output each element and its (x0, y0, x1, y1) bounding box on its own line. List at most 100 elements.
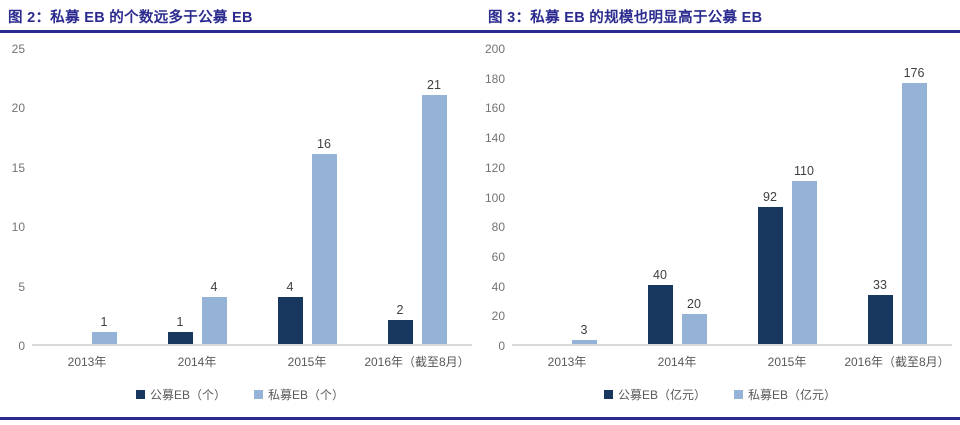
y-tick-label: 20 (491, 309, 505, 324)
y-tick-label: 0 (498, 339, 505, 353)
legend-swatch (734, 390, 743, 399)
bar-group: 92 110 (732, 49, 842, 344)
y-tick-label: 20 (11, 101, 25, 116)
bar-group: 4 16 (252, 49, 362, 344)
data-label: 21 (427, 77, 441, 92)
bar (867, 295, 893, 344)
bar (387, 320, 413, 344)
bar (571, 339, 597, 344)
figure-3-chart: 0 20 40 60 80 100 120 140 160 180 200 3 40 20 92 110 33… (480, 42, 960, 353)
bar-wrapper: 176 (901, 65, 927, 344)
bar (277, 296, 303, 344)
plot-area: 3 40 20 92 110 33 176 (512, 49, 952, 346)
bar (167, 332, 193, 344)
figure-2: 图 2：私募 EB 的个数远多于公募 EB 0 5 10 15 20 25 1 1 4 4 16 2… (0, 0, 480, 403)
data-label: 1 (176, 315, 184, 330)
x-tick-label: 2016年（截至8月） (844, 355, 950, 369)
x-tick-label: 2013年 (67, 355, 107, 369)
data-label: 110 (794, 163, 814, 178)
legend-item: 私募EB（个） (254, 386, 344, 403)
legend-label: 公募EB（个） (149, 388, 226, 402)
figure-3: 图 3：私募 EB 的规模也明显高于公募 EB 0 20 40 60 80 100 120 1… (480, 0, 960, 425)
data-label: 176 (903, 65, 925, 80)
x-tick-label: 2013年 (547, 355, 587, 369)
data-label: 40 (653, 267, 667, 282)
legend-item: 公募EB（亿元） (603, 386, 706, 403)
legend-label: 私募EB（个） (268, 388, 345, 402)
bar-wrapper: 20 (681, 297, 707, 344)
data-label: 4 (210, 279, 218, 294)
bar (311, 153, 337, 344)
bar-wrapper: 40 (647, 267, 673, 344)
bar (791, 180, 817, 344)
y-axis: 0 20 40 60 80 100 120 140 160 180 200 (480, 42, 512, 353)
x-tick-label: 2014年 (657, 355, 697, 369)
data-label: 16 (317, 136, 331, 151)
legend-swatch (135, 390, 145, 399)
x-tick-label: 2016年（截至8月） (364, 355, 470, 369)
data-label: 33 (873, 278, 887, 292)
bar (647, 284, 673, 344)
legend-swatch (254, 390, 263, 399)
legend-label: 私募EB（亿元） (748, 388, 837, 402)
data-label: 2 (396, 303, 404, 318)
bar-wrapper: 1 (91, 315, 117, 344)
data-label: 4 (286, 279, 294, 294)
y-tick-label: 140 (484, 131, 505, 146)
y-tick-label: 40 (491, 279, 505, 294)
bar (901, 82, 927, 344)
y-tick-label: 160 (484, 101, 505, 116)
bar-group: 3 (512, 49, 622, 344)
figure-2-title: 图 2：私募 EB 的个数远多于公募 EB (8, 10, 253, 26)
figure-3-title: 图 3：私募 EB 的规模也明显高于公募 EB (488, 10, 763, 26)
bar-wrapper: 4 (277, 279, 303, 344)
x-tick-label: 2015年 (287, 355, 327, 369)
bar-wrapper: 110 (791, 163, 817, 344)
figure-2-chart: 0 5 10 15 20 25 1 1 4 4 16 2 21 (0, 42, 480, 353)
bar-wrapper: 2 (387, 303, 413, 344)
y-tick-label: 5 (18, 279, 25, 294)
x-axis-labels: 2013年 2014年 2015年 2016年（截至8月） (32, 346, 472, 370)
bar (757, 207, 783, 344)
y-tick-label: 100 (484, 190, 505, 205)
y-tick-label: 120 (484, 160, 505, 175)
bar-wrapper: 16 (311, 136, 337, 344)
x-tick-label: 2014年 (177, 355, 217, 369)
y-tick-label: 60 (491, 249, 505, 264)
plot-area: 1 1 4 4 16 2 21 (32, 49, 472, 346)
bar-wrapper: 1 (167, 315, 193, 344)
y-tick-label: 10 (11, 220, 25, 235)
figure-3-header: 图 3：私募 EB 的规模也明显高于公募 EB (480, 0, 960, 33)
bar-wrapper: 3 (571, 322, 597, 344)
legend: 公募EB（个） 私募EB（个） (0, 386, 480, 403)
y-tick-label: 25 (11, 42, 25, 56)
figure-2-header: 图 2：私募 EB 的个数远多于公募 EB (0, 0, 480, 33)
data-label: 1 (100, 315, 108, 330)
legend-item: 私募EB（亿元） (734, 386, 836, 403)
bar-group: 2 21 (362, 49, 472, 344)
legend-label: 公募EB（亿元） (617, 388, 706, 402)
y-tick-label: 180 (484, 71, 505, 86)
x-tick-label: 2015年 (767, 355, 807, 369)
bar-wrapper: 21 (421, 77, 447, 344)
bar-wrapper: 33 (867, 278, 893, 344)
bar (421, 94, 447, 344)
bar (201, 296, 227, 344)
bottom-divider-rule (0, 417, 960, 420)
legend: 公募EB（亿元） 私募EB（亿元） (480, 386, 960, 403)
bar-group: 33 176 (842, 49, 952, 344)
bar (91, 332, 117, 344)
data-label: 20 (687, 297, 701, 312)
data-label: 3 (580, 322, 588, 337)
bar (681, 314, 707, 344)
legend-swatch (603, 390, 613, 399)
legend-item: 公募EB（个） (135, 386, 226, 403)
x-axis-labels: 2013年 2014年 2015年 2016年（截至8月） (512, 346, 952, 370)
y-tick-label: 0 (18, 339, 25, 353)
bar-wrapper: 4 (201, 279, 227, 344)
bar-wrapper: 92 (757, 190, 783, 344)
bar-group: 40 20 (622, 49, 732, 344)
y-axis: 0 5 10 15 20 25 (0, 42, 32, 353)
